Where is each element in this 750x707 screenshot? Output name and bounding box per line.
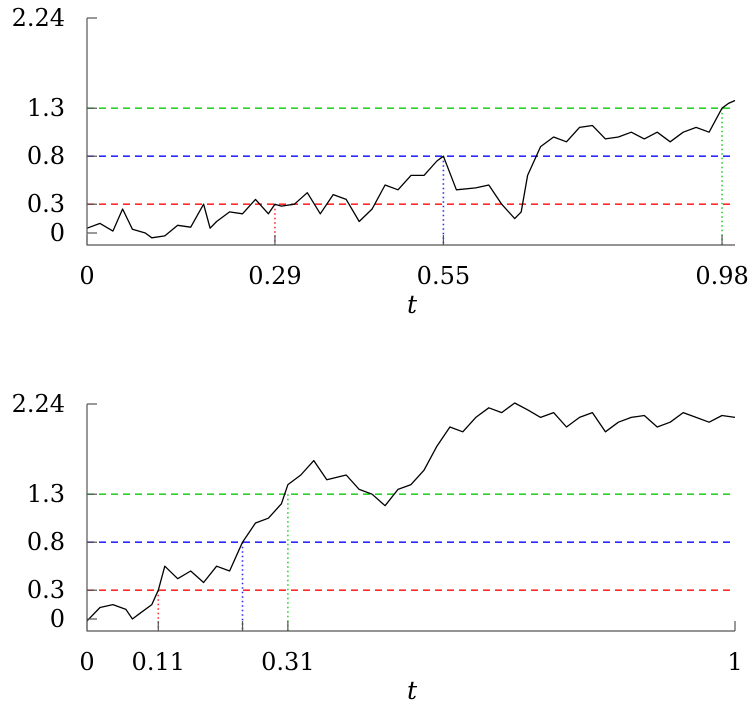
chart-panel-1: 00.30.81.32.240 0.29 0.55 0.98t [12, 4, 749, 319]
x-tick-label: 0 [79, 648, 94, 676]
y-tick-label: 0.3 [27, 190, 65, 218]
x-tick-label: 0.98 [695, 262, 748, 290]
x-tick-label: 0.11 [132, 648, 185, 676]
random-walk-path [86, 402, 736, 622]
y-tick-label: 1.3 [27, 94, 65, 122]
random-walk-path [86, 99, 736, 239]
y-tick-label: 0.8 [27, 528, 65, 556]
y-tick-label: 0 [50, 605, 65, 633]
y-tick-label: 2.24 [12, 390, 65, 418]
x-tick-label: 0.29 [248, 262, 301, 290]
x-tick-label: 1 [727, 648, 742, 676]
x-tick-label: 0 [79, 262, 94, 290]
chart-panel-2: 00.30.81.32.240 0.11 0.31 1t [12, 390, 743, 705]
x-tick-label: 0.31 [261, 648, 314, 676]
y-tick-label: 0 [50, 219, 65, 247]
x-axis-title: t [407, 676, 418, 702]
x-tick-label: 0.55 [417, 262, 470, 290]
y-tick-label: 1.3 [27, 480, 65, 508]
y-tick-label: 0.8 [27, 142, 65, 170]
x-axis-title: t [407, 290, 418, 319]
y-tick-label: 0.3 [27, 576, 65, 604]
y-tick-label: 2.24 [12, 4, 65, 32]
